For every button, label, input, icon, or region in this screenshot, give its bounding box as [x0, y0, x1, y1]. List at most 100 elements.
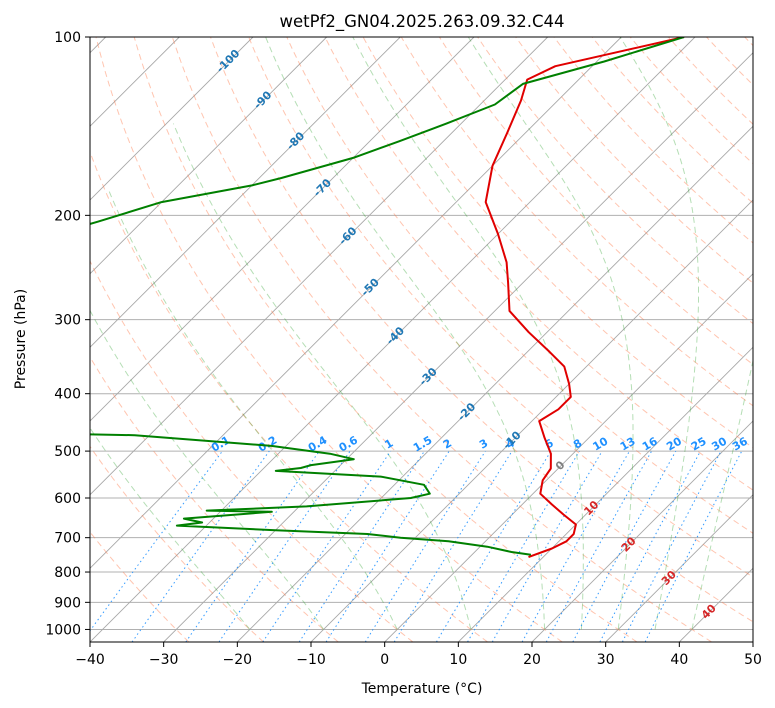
dry-adiabat [90, 356, 339, 642]
mixing-ratio-label: 3 [477, 437, 490, 452]
background-lines [90, 37, 753, 642]
isotherm-label: -60 [336, 224, 359, 247]
moist-adiabat [467, 37, 634, 630]
x-tick-label: 10 [449, 652, 467, 668]
mixing-ratio-line [393, 450, 513, 642]
isotherm-line [752, 641, 753, 642]
moist-adiabat [352, 37, 584, 630]
y-tick-label: 100 [54, 30, 81, 46]
dry-adiabat [90, 445, 264, 642]
isotherm-line [531, 420, 753, 642]
isotherm-line [90, 37, 328, 275]
dry-adiabat [324, 37, 753, 491]
moist-adiabat [691, 358, 753, 630]
dry-adiabat [133, 37, 638, 642]
y-tick-label: 800 [54, 565, 81, 581]
dry-adiabat [744, 37, 753, 47]
isotherm-label: -70 [311, 176, 334, 199]
isotherm-line [90, 37, 696, 642]
mixing-ratio-line [572, 450, 677, 642]
isotherm-line [236, 125, 753, 642]
dry-adiabat [248, 37, 753, 578]
mixing-ratio-line [298, 450, 425, 642]
y-tick-label: 900 [54, 595, 81, 611]
isotherm-line [384, 273, 753, 642]
isotherm-label: -90 [251, 88, 274, 111]
isotherm-label: 30 [659, 568, 679, 588]
x-tick-label: 0 [380, 652, 389, 668]
sounding-series [90, 37, 685, 559]
dry-adiabat [515, 37, 753, 284]
isotherm-label: -30 [417, 365, 440, 388]
isotherm-label: 0 [553, 458, 568, 473]
x-tick-label: −30 [149, 652, 179, 668]
plot-frame [89, 36, 754, 643]
moist-adiabat [107, 188, 398, 630]
isotherm-line [457, 346, 753, 642]
y-tick-label: 200 [54, 208, 81, 224]
x-tick-label: −10 [296, 652, 326, 668]
isotherm-line [90, 37, 549, 496]
mixing-ratio-line [644, 450, 743, 642]
y-tick-label: 700 [54, 531, 81, 547]
isotherm-line [310, 199, 753, 642]
dewpoint-line [90, 37, 685, 556]
dry-adiabat [438, 37, 753, 366]
isoline-labels: 0.1 0.2 0.4 0.6 1 1.5 2 3 4 6 8 10 13 16 20 25 30 36-100-… [209, 47, 750, 622]
mixing-ratio-line [218, 450, 351, 642]
x-axis-title: Temperature (°C) [361, 681, 483, 697]
moist-adiabat [172, 123, 472, 630]
mixing-ratio-line [185, 450, 320, 642]
mixing-ratio-line [364, 450, 486, 642]
isotherm-label: -20 [455, 400, 478, 423]
y-axis-title: Pressure (hPa) [13, 289, 29, 389]
x-tick-label: 20 [523, 652, 541, 668]
moist-adiabat [265, 37, 546, 630]
mixing-ratio-line [435, 450, 552, 642]
isotherm-line [90, 37, 401, 348]
mixing-ratio-label: 2 [441, 437, 454, 452]
mixing-ratio-line [90, 450, 223, 632]
isotherm-label: -10 [500, 428, 523, 451]
x-tick-label: 40 [670, 652, 688, 668]
isotherm-line [90, 37, 475, 422]
moist-adiabat [90, 427, 251, 630]
isotherm-label: 40 [699, 602, 719, 622]
dry-adiabat [706, 37, 753, 86]
y-tick-label: 600 [54, 491, 81, 507]
x-tick-label: −40 [75, 652, 105, 668]
isotherm-line [605, 494, 753, 642]
isotherm-line [90, 37, 254, 201]
mixing-ratio-line [262, 450, 392, 642]
temperature-line [484, 37, 685, 559]
mixing-ratio-line [325, 450, 450, 642]
isotherm-line [163, 52, 753, 642]
mixing-ratio-line [467, 450, 580, 642]
mixing-ratio-line [521, 450, 630, 642]
dry-adiabat [90, 150, 488, 642]
isotherm-line [90, 37, 622, 569]
mixing-ratio-line [599, 450, 701, 642]
moist-adiabat [90, 309, 324, 630]
isotherm-label: -40 [384, 324, 407, 347]
dry-adiabat [210, 37, 753, 623]
moist-adiabat [619, 37, 699, 630]
isotherm-label: 10 [581, 498, 601, 518]
dry-adiabat [553, 37, 753, 244]
y-tick-label: 400 [54, 387, 81, 403]
y-tick-label: 500 [54, 444, 81, 460]
y-tick-label: 300 [54, 313, 81, 329]
y-tick-label: 1000 [45, 622, 81, 638]
isotherm-label: -80 [284, 129, 307, 152]
x-tick-label: −20 [223, 652, 253, 668]
dry-adiabat [90, 259, 414, 642]
dry-adiabat [171, 37, 712, 642]
isotherm-label: -100 [214, 47, 243, 76]
x-tick-label: 30 [597, 652, 615, 668]
chart-title: wetPf2_GN04.2025.263.09.32.C44 [280, 12, 565, 32]
dry-adiabat [286, 37, 753, 534]
x-tick-label: 50 [744, 652, 762, 668]
dry-adiabat [591, 37, 753, 204]
axis-ticks: −40 −30 −20 −10 0 10 20 30 40 5010020030040050060… [45, 30, 762, 668]
